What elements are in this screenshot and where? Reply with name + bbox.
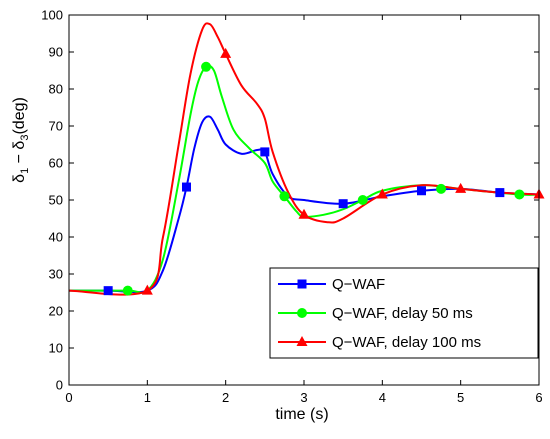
legend-marker-triangle: [296, 336, 308, 346]
series-3-triangle-marker: [298, 208, 310, 219]
series-1-square-marker: [182, 182, 191, 192]
series-3-triangle-marker: [455, 182, 467, 193]
series-2-circle-marker: [436, 183, 447, 194]
series-2-circle-marker: [122, 285, 133, 296]
y-tick-label: 40: [49, 230, 63, 245]
series-1-square-marker: [338, 199, 348, 209]
series-1-square-marker: [417, 186, 426, 196]
series-1-square-marker: [260, 147, 270, 157]
y-axis-symbol-1: δ: [11, 174, 28, 183]
y-axis-subscript-1: 1: [19, 168, 31, 174]
legend-item-q-waf-delay-50: Q−WAF, delay 50 ms: [278, 305, 473, 322]
legend-label-q-waf-delay-50: Q−WAF, delay 50 ms: [332, 305, 473, 322]
x-tick-label: 3: [300, 390, 307, 405]
series-1-square-marker: [495, 188, 505, 198]
series-2-circle-marker: [279, 191, 290, 202]
y-tick-label: 0: [56, 378, 63, 393]
series-line-1: [69, 115, 540, 294]
x-tick-label: 6: [535, 390, 542, 405]
legend-label-q-waf-delay-100: Q−WAF, delay 100 ms: [332, 334, 481, 351]
y-tick-label: 70: [49, 119, 63, 134]
legend-item-q-waf: Q−WAF: [278, 276, 385, 293]
y-tick-label: 10: [49, 341, 63, 356]
x-tick-label: 0: [65, 390, 72, 405]
y-tick-label: 30: [49, 267, 63, 282]
x-tick-label: 1: [144, 390, 151, 405]
series-2-circle-marker: [514, 189, 525, 200]
legend-item-q-waf-delay-100: Q−WAF, delay 100 ms: [278, 334, 481, 351]
plot-area: [68, 22, 545, 296]
x-tick-label: 5: [457, 390, 464, 405]
y-axis-title: δ1 − δ3(deg): [11, 97, 31, 183]
legend-marker-circle: [297, 308, 307, 318]
y-tick-label: 90: [49, 45, 63, 60]
x-tick-label: 4: [379, 390, 386, 405]
legend-marker-square: [297, 279, 307, 289]
legend: Q−WAF Q−WAF, delay 50 ms Q−WAF, delay 10…: [269, 267, 539, 359]
y-axis-symbol-2: δ: [11, 141, 28, 150]
series-2-circle-marker: [357, 195, 368, 205]
y-tick-label: 60: [49, 156, 63, 171]
y-axis-minus: −: [11, 150, 28, 168]
x-axis-title: time (s): [275, 406, 328, 423]
series-1-square-marker: [103, 286, 113, 296]
y-tick-label: 20: [49, 304, 63, 319]
series-line-3: [68, 22, 540, 296]
y-tick-label: 50: [49, 193, 63, 208]
y-axis-unit: (deg): [11, 97, 28, 134]
series-2-circle-marker: [201, 61, 212, 72]
y-axis-subscript-2: 3: [19, 135, 31, 141]
y-tick-label: 80: [49, 82, 63, 97]
y-tick-label: 100: [41, 8, 63, 23]
series-3-triangle-marker: [376, 188, 388, 199]
legend-label-q-waf: Q−WAF: [332, 276, 385, 293]
x-tick-label: 2: [222, 390, 229, 405]
series-3-triangle-marker: [220, 47, 232, 58]
series-3-triangle-marker: [141, 284, 153, 295]
